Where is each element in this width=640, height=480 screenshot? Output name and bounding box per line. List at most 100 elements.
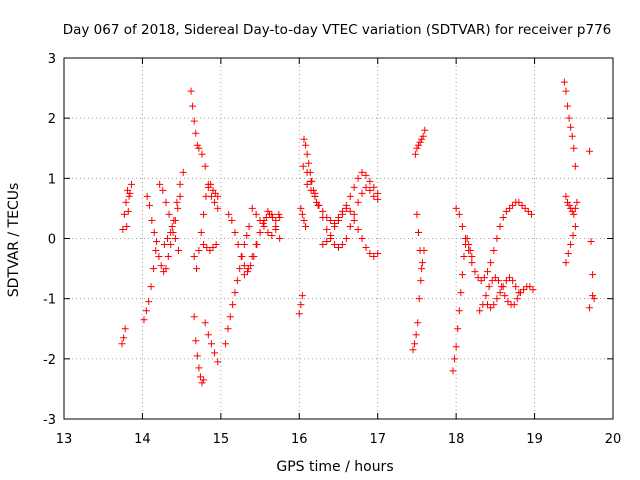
data-point	[414, 228, 422, 236]
data-point	[510, 301, 518, 309]
data-point	[153, 238, 161, 246]
data-point	[331, 222, 339, 230]
data-point	[374, 250, 382, 258]
data-point	[487, 304, 495, 312]
data-point	[370, 183, 378, 191]
data-point	[193, 265, 201, 273]
data-point	[228, 216, 236, 224]
data-point	[362, 183, 370, 191]
data-point	[120, 334, 128, 342]
x-tick-label: 18	[448, 432, 465, 447]
data-point	[414, 319, 422, 327]
data-point	[335, 244, 342, 252]
data-point	[148, 216, 156, 224]
data-point	[562, 259, 570, 267]
data-point	[225, 210, 233, 218]
data-point	[252, 241, 260, 249]
data-point	[362, 171, 370, 179]
data-point	[455, 307, 463, 315]
data-point	[298, 292, 306, 300]
data-point	[207, 340, 215, 348]
data-point	[165, 210, 173, 218]
data-point	[240, 241, 248, 249]
data-point	[366, 186, 374, 194]
data-point	[204, 331, 212, 339]
data-point	[323, 213, 331, 221]
data-point	[520, 286, 528, 294]
data-point	[488, 277, 496, 285]
data-point	[350, 210, 358, 218]
data-point	[564, 250, 572, 258]
data-point	[485, 283, 493, 291]
data-point	[413, 144, 421, 152]
data-point	[244, 265, 252, 273]
data-point	[243, 231, 251, 239]
data-point	[120, 210, 128, 218]
data-point	[421, 126, 429, 134]
data-point	[342, 235, 350, 242]
data-point	[564, 198, 572, 206]
data-point	[198, 379, 206, 387]
y-tick-label: -1	[43, 293, 56, 308]
data-point	[175, 247, 183, 255]
data-points	[118, 78, 598, 387]
data-point	[198, 150, 206, 158]
data-point	[214, 204, 222, 212]
data-point	[297, 301, 305, 309]
data-point	[211, 349, 219, 357]
data-point	[499, 213, 507, 221]
data-point	[482, 292, 490, 300]
data-point	[222, 340, 230, 348]
data-point	[264, 207, 272, 215]
data-point	[571, 162, 579, 170]
data-point	[323, 225, 331, 233]
data-point	[411, 150, 419, 158]
data-point	[419, 132, 427, 140]
data-point	[160, 241, 168, 249]
data-point	[200, 210, 208, 218]
data-point	[501, 292, 509, 300]
data-point	[570, 144, 578, 152]
data-point	[167, 228, 175, 236]
data-point	[260, 222, 268, 230]
data-point	[374, 189, 382, 197]
data-point	[303, 180, 311, 188]
data-point	[411, 340, 419, 348]
data-point	[346, 192, 354, 200]
data-point	[515, 289, 523, 297]
data-point	[484, 301, 492, 309]
data-point	[248, 204, 256, 212]
data-point	[259, 219, 267, 227]
data-point	[458, 222, 466, 230]
data-point	[307, 177, 315, 185]
data-point	[346, 222, 354, 230]
data-point	[513, 295, 521, 303]
data-point	[202, 192, 210, 200]
data-point	[491, 274, 499, 282]
data-point	[124, 186, 132, 194]
data-point	[502, 207, 510, 215]
data-point	[477, 277, 485, 285]
data-point	[338, 207, 346, 215]
data-point	[303, 168, 311, 176]
data-point	[454, 325, 462, 333]
data-point	[298, 210, 306, 218]
data-point	[415, 295, 423, 303]
y-tick-label: 1	[48, 172, 56, 187]
data-point	[276, 213, 284, 221]
data-point	[354, 225, 362, 233]
x-tick-label: 19	[526, 432, 543, 447]
data-point	[127, 180, 135, 188]
data-point	[195, 144, 203, 152]
data-point	[418, 259, 426, 267]
data-point	[226, 313, 234, 321]
data-point	[358, 168, 366, 176]
data-point	[496, 289, 504, 297]
data-point	[311, 192, 319, 200]
data-point	[462, 235, 470, 242]
data-point	[468, 253, 476, 261]
data-point	[268, 231, 276, 239]
data-point	[413, 210, 421, 218]
data-point	[197, 228, 205, 236]
data-point	[417, 277, 425, 285]
